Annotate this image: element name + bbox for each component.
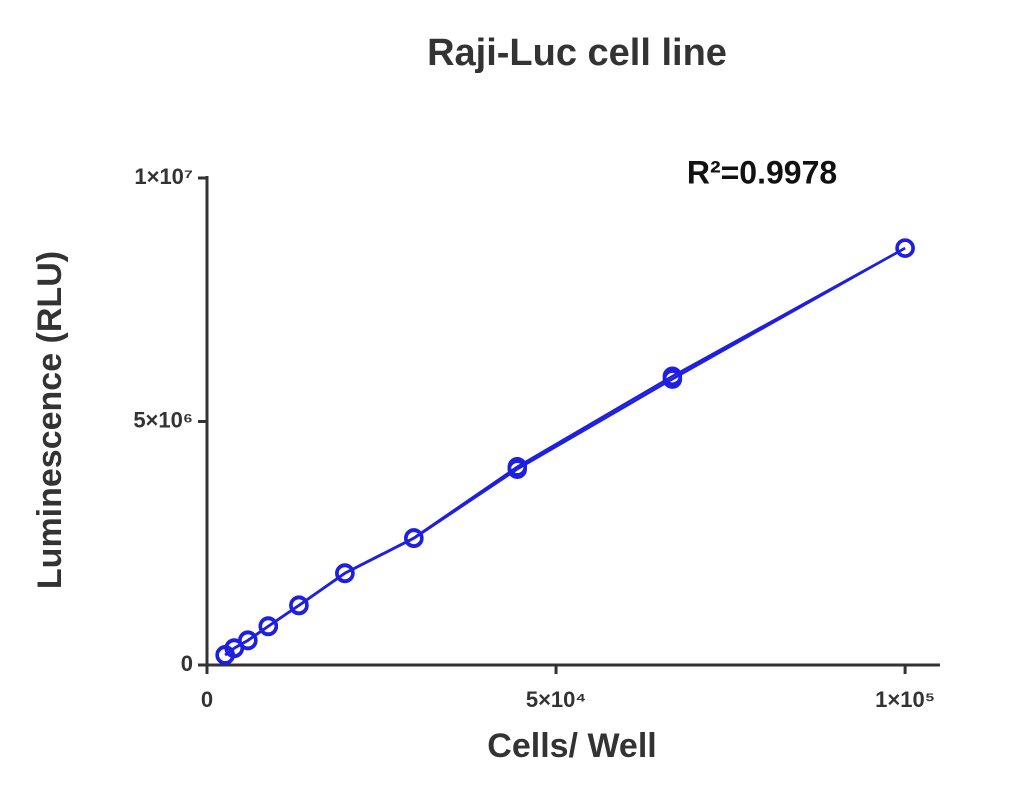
data-point <box>895 238 915 258</box>
y-tick-label: 1×10⁷ <box>134 164 193 189</box>
x-axis-title: Cells/ Well <box>487 727 656 765</box>
y-tick-label: 0 <box>181 651 193 676</box>
series-line <box>224 247 906 657</box>
x-tick-label: 0 <box>201 687 213 712</box>
data-point <box>289 595 309 616</box>
annotation: R²=0.9978 <box>687 154 837 190</box>
y-axis-title: Luminescence (RLU) <box>31 251 69 589</box>
data-point <box>215 645 235 666</box>
chart-title: Raji-Luc cell line <box>427 32 727 74</box>
series-line <box>224 247 906 656</box>
data-point <box>258 616 279 637</box>
data-point <box>404 528 424 549</box>
x-tick-label: 5×10⁴ <box>526 687 586 712</box>
x-tick-label: 1×10⁵ <box>875 687 935 712</box>
data-point <box>507 459 528 479</box>
data-point <box>662 369 683 389</box>
data-point <box>335 563 355 584</box>
y-tick-label: 5×10⁶ <box>133 407 193 432</box>
